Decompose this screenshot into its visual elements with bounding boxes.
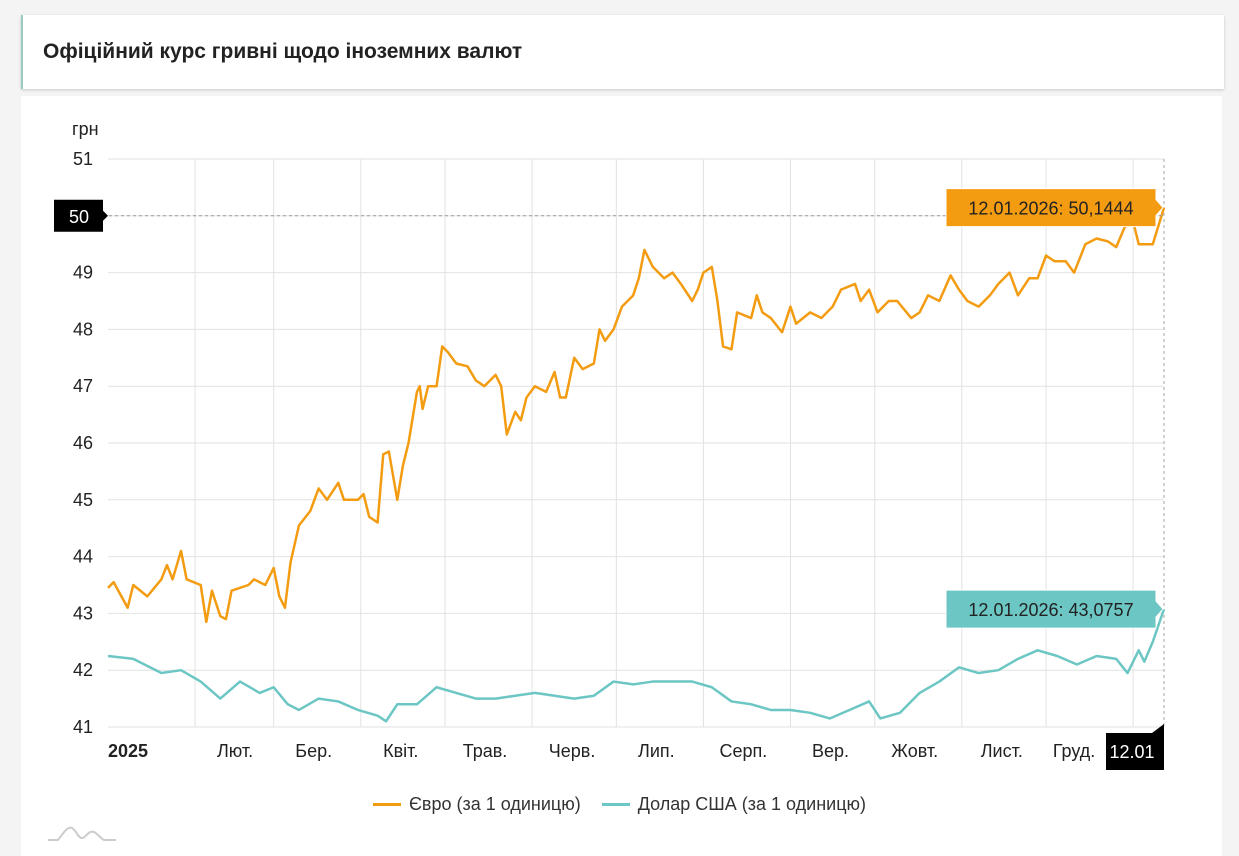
y-axis-unit: грн xyxy=(72,119,99,139)
x-tick-label: Бер. xyxy=(295,741,332,761)
crosshair-y-label: 50 xyxy=(69,207,89,227)
x-tick-label: Жовт. xyxy=(891,741,938,761)
tooltip-euro xyxy=(945,188,1164,228)
x-tick-label: Черв. xyxy=(549,741,596,761)
x-tick-label: Лист. xyxy=(981,741,1023,761)
series-line-usd xyxy=(107,608,1166,723)
x-tick-label: Груд. xyxy=(1053,741,1095,761)
legend-item-euro[interactable]: Євро (за 1 одиницю) xyxy=(372,794,581,815)
legend-label: Євро (за 1 одиницю) xyxy=(408,794,581,814)
y-tick-label: 41 xyxy=(73,717,93,737)
crosshair-x-label: 12.01 xyxy=(1109,742,1154,762)
x-tick-label: Квіт. xyxy=(383,741,418,761)
y-ticks: 41 42 43 44 45 46 47 48 49 51 xyxy=(73,149,93,737)
y-tick-label: 42 xyxy=(73,660,93,680)
legend-swatch xyxy=(601,803,630,806)
crosshair-x-badge xyxy=(1106,724,1164,770)
tooltip-usd xyxy=(945,589,1164,629)
series-line-euro xyxy=(107,207,1166,624)
x-tick-label: Вер. xyxy=(812,741,849,761)
x-tick-label: Лют. xyxy=(217,741,253,761)
x-ticks: 2025 Лют. Бер. Квіт. Трав. Черв. Лип. Серп. Вер.… xyxy=(108,741,1095,761)
legend-label: Долар США (за 1 одиницю) xyxy=(637,794,867,814)
grid xyxy=(108,158,1165,728)
series-lines xyxy=(107,207,1166,723)
title-card: Офіційний курс гривні щодо іноземних вал… xyxy=(21,15,1224,89)
x-tick-label: 2025 xyxy=(108,741,148,761)
y-tick-label: 48 xyxy=(73,319,93,339)
y-tick-label: 44 xyxy=(73,547,93,567)
y-tick-label: 45 xyxy=(73,490,93,510)
y-tick-label: 51 xyxy=(73,149,93,169)
x-tick-label: Серп. xyxy=(720,741,768,761)
legend-swatch xyxy=(372,803,401,806)
crosshair-overlay: 50 12.01 12.01.2026: 50,1444 12.01.2026: 43… xyxy=(54,188,1164,770)
x-tick-label: Лип. xyxy=(638,741,675,761)
y-tick-label: 47 xyxy=(73,376,93,396)
page-title: Офіційний курс гривні щодо іноземних вал… xyxy=(43,40,523,63)
crosshair-y-badge xyxy=(54,199,108,232)
y-tick-label: 43 xyxy=(73,603,93,623)
y-tick-label: 46 xyxy=(73,433,93,453)
x-tick-label: Трав. xyxy=(463,741,508,761)
tooltip-text: 12.01.2026: 50,1444 xyxy=(968,199,1133,219)
chart-logo-icon xyxy=(48,826,116,841)
legend-item-usd[interactable]: Долар США (за 1 одиницю) xyxy=(601,794,867,815)
legend: Євро (за 1 одиницю) Долар США (за 1 один… xyxy=(0,790,1239,815)
y-tick-label: 49 xyxy=(73,263,93,283)
tooltip-text: 12.01.2026: 43,0757 xyxy=(968,600,1133,620)
